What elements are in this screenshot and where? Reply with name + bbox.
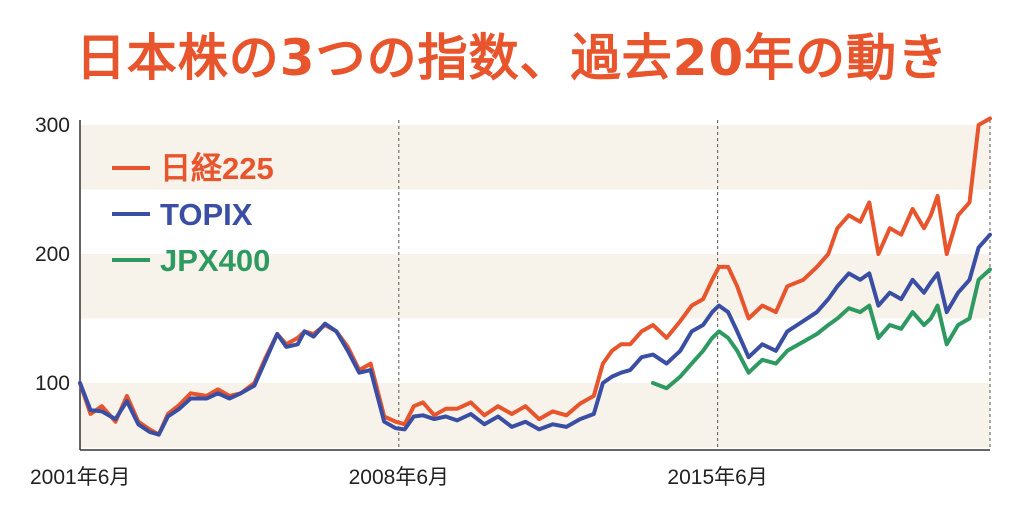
y-tick-label: 200: [35, 243, 70, 266]
x-tick-label: 2008年6月: [349, 466, 449, 489]
legend-label-1: TOPIX: [160, 197, 253, 232]
date-guide-lines: [398, 120, 991, 450]
series-lines: [78, 116, 992, 437]
x-tick-label: 2015年6月: [667, 466, 767, 489]
legend: 日経225 TOPIX JPX400: [112, 151, 274, 278]
tick-labels: 100 200 300 2001年6月 2008年6月 2015年6月: [30, 114, 768, 489]
chart-title: 日本株の3つの指数、過去20年の動き: [75, 29, 949, 87]
band-0: [80, 125, 990, 190]
x-tick-label: 2001年6月: [30, 466, 130, 489]
y-tick-label: 100: [35, 372, 70, 395]
series-line-1: [78, 232, 992, 437]
legend-label-2: JPX400: [160, 243, 270, 278]
series-line-2: [651, 267, 992, 391]
axes: [79, 120, 990, 451]
y-tick-label: 300: [35, 114, 70, 137]
legend-label-0: 日経225: [160, 151, 274, 186]
